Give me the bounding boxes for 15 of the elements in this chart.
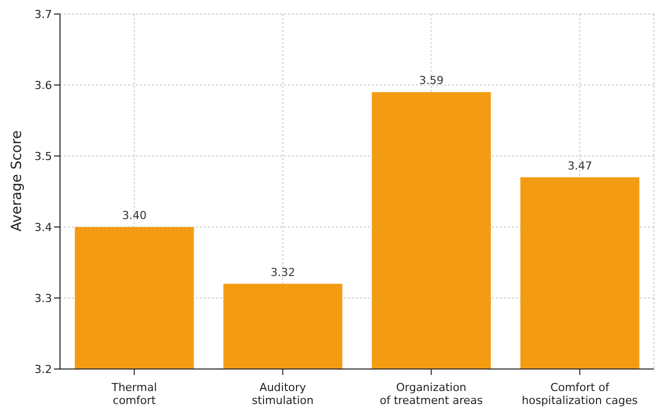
- y-tick-label: 3.2: [34, 362, 52, 376]
- y-axis-title: Average Score: [8, 130, 25, 232]
- y-tick-label: 3.7: [34, 8, 52, 21]
- y-tick-label: 3.6: [34, 78, 52, 92]
- data-label: 3.59: [419, 74, 444, 88]
- x-tick-label: Auditory stimulation: [252, 381, 314, 407]
- x-tick-label: Comfort of hospitalization cages: [522, 381, 638, 407]
- x-tick-label: Thermal comfort: [110, 381, 157, 407]
- y-tick-label: 3.3: [34, 292, 52, 305]
- y-tick-label: 3.5: [34, 150, 52, 163]
- y-tick-label: 3.4: [34, 220, 52, 234]
- data-label: 3.32: [270, 266, 296, 279]
- x-tick-label: Organization of treatment areas: [380, 381, 484, 407]
- data-label: 3.40: [122, 209, 147, 222]
- data-label: 3.47: [568, 159, 592, 172]
